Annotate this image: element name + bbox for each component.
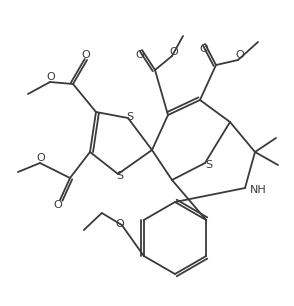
Text: O: O <box>170 47 178 57</box>
Text: NH: NH <box>250 185 267 195</box>
Text: O: O <box>200 44 208 54</box>
Text: S: S <box>206 160 213 170</box>
Text: S: S <box>126 112 133 122</box>
Text: O: O <box>136 50 144 60</box>
Text: O: O <box>37 153 45 163</box>
Text: O: O <box>116 219 124 229</box>
Text: O: O <box>47 72 55 82</box>
Text: S: S <box>116 171 123 181</box>
Text: O: O <box>82 50 90 60</box>
Text: O: O <box>235 50 244 60</box>
Text: O: O <box>54 200 62 210</box>
